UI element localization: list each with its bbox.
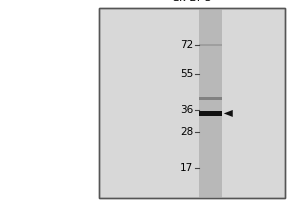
Bar [200,111,222,116]
Text: 17: 17 [180,163,194,173]
Bar [200,97,222,100]
Text: Sk-Br-3: Sk-Br-3 [172,0,212,3]
Text: 55: 55 [180,69,194,79]
Text: 28: 28 [180,127,194,137]
Bar [200,8,222,198]
Bar [200,44,222,46]
Polygon shape [224,110,233,117]
Text: 72: 72 [180,40,194,50]
Bar [99,8,285,198]
Bar [99,8,285,198]
Text: 36: 36 [180,105,194,115]
